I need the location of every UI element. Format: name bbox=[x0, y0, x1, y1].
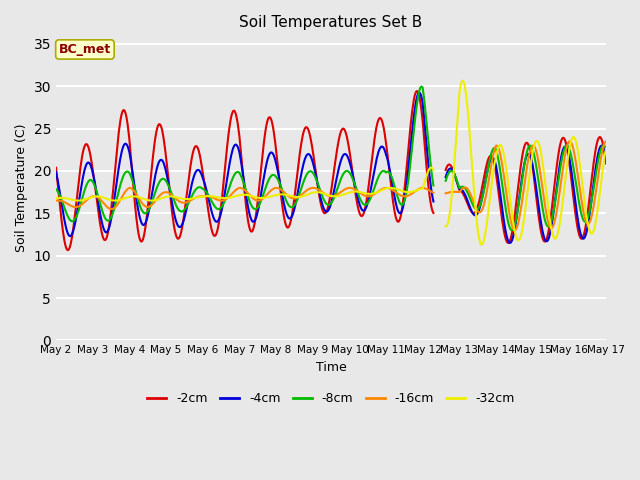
Y-axis label: Soil Temperature (C): Soil Temperature (C) bbox=[15, 124, 28, 252]
Title: Soil Temperatures Set B: Soil Temperatures Set B bbox=[239, 15, 422, 30]
Legend: -2cm, -4cm, -8cm, -16cm, -32cm: -2cm, -4cm, -8cm, -16cm, -32cm bbox=[143, 387, 520, 410]
Text: BC_met: BC_met bbox=[59, 43, 111, 56]
X-axis label: Time: Time bbox=[316, 361, 346, 374]
